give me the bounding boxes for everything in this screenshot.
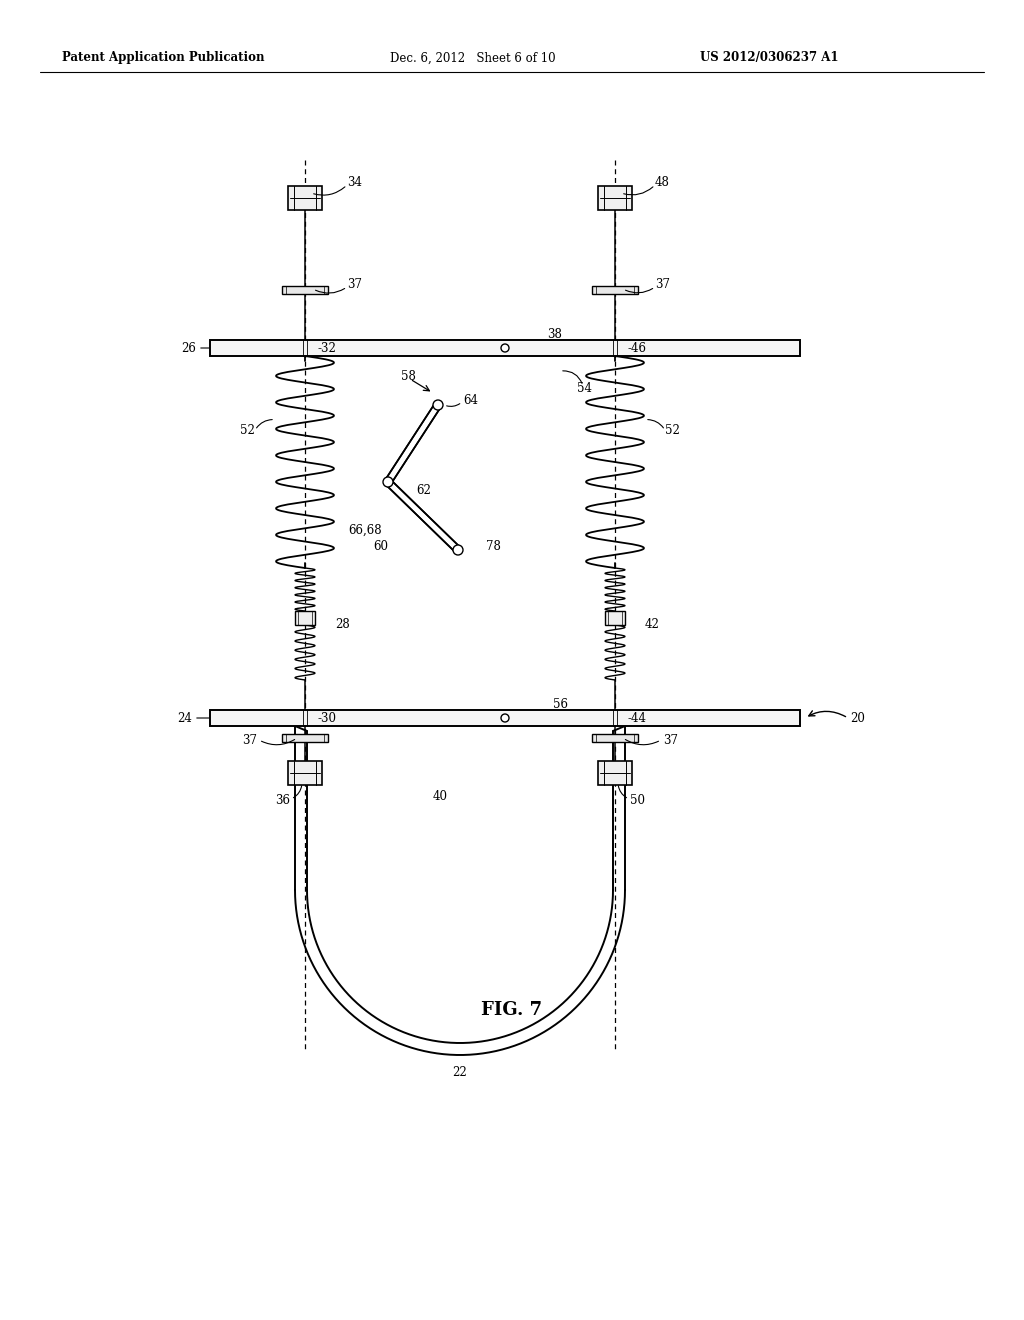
Bar — [282, 734, 328, 742]
Text: 56: 56 — [553, 697, 567, 710]
Text: 48: 48 — [655, 177, 670, 190]
Text: -44: -44 — [627, 711, 646, 725]
Bar — [592, 286, 638, 294]
Text: 37: 37 — [347, 279, 362, 292]
Text: 36: 36 — [275, 795, 290, 808]
Bar — [598, 186, 632, 210]
Text: Patent Application Publication: Patent Application Publication — [62, 51, 264, 65]
Polygon shape — [385, 403, 441, 484]
Bar — [592, 734, 638, 742]
Text: 26: 26 — [181, 342, 196, 355]
Text: 54: 54 — [578, 381, 593, 395]
Circle shape — [433, 400, 443, 411]
Circle shape — [453, 545, 463, 554]
Text: 78: 78 — [486, 540, 501, 553]
Bar — [605, 611, 625, 624]
Text: 52: 52 — [665, 424, 680, 437]
Text: Dec. 6, 2012   Sheet 6 of 10: Dec. 6, 2012 Sheet 6 of 10 — [390, 51, 556, 65]
Text: 22: 22 — [453, 1067, 467, 1080]
Bar — [598, 762, 632, 785]
Text: 40: 40 — [432, 789, 447, 803]
Text: 37: 37 — [242, 734, 257, 747]
Text: 42: 42 — [645, 618, 659, 631]
Bar — [288, 186, 322, 210]
Text: -46: -46 — [627, 342, 646, 355]
Text: -32: -32 — [317, 342, 336, 355]
Circle shape — [383, 477, 393, 487]
Text: 64: 64 — [463, 393, 478, 407]
Text: 66,68: 66,68 — [348, 524, 382, 536]
Text: 34: 34 — [347, 177, 362, 190]
Text: 50: 50 — [630, 795, 645, 808]
Text: 24: 24 — [177, 711, 193, 725]
Text: 28: 28 — [335, 618, 350, 631]
Text: FIG. 7: FIG. 7 — [481, 1001, 543, 1019]
Bar — [210, 341, 800, 356]
Text: 62: 62 — [416, 483, 431, 496]
Text: 58: 58 — [400, 371, 416, 384]
Circle shape — [501, 714, 509, 722]
Bar — [288, 762, 322, 785]
Text: -30: -30 — [317, 711, 336, 725]
Text: 60: 60 — [373, 540, 388, 553]
Text: 37: 37 — [663, 734, 678, 747]
Text: US 2012/0306237 A1: US 2012/0306237 A1 — [700, 51, 839, 65]
Text: 52: 52 — [240, 424, 255, 437]
Text: 38: 38 — [548, 327, 562, 341]
Text: 37: 37 — [655, 279, 670, 292]
Polygon shape — [386, 479, 461, 553]
Bar — [210, 710, 800, 726]
Bar — [295, 611, 315, 624]
Circle shape — [501, 345, 509, 352]
Text: 20: 20 — [850, 711, 865, 725]
Bar — [282, 286, 328, 294]
